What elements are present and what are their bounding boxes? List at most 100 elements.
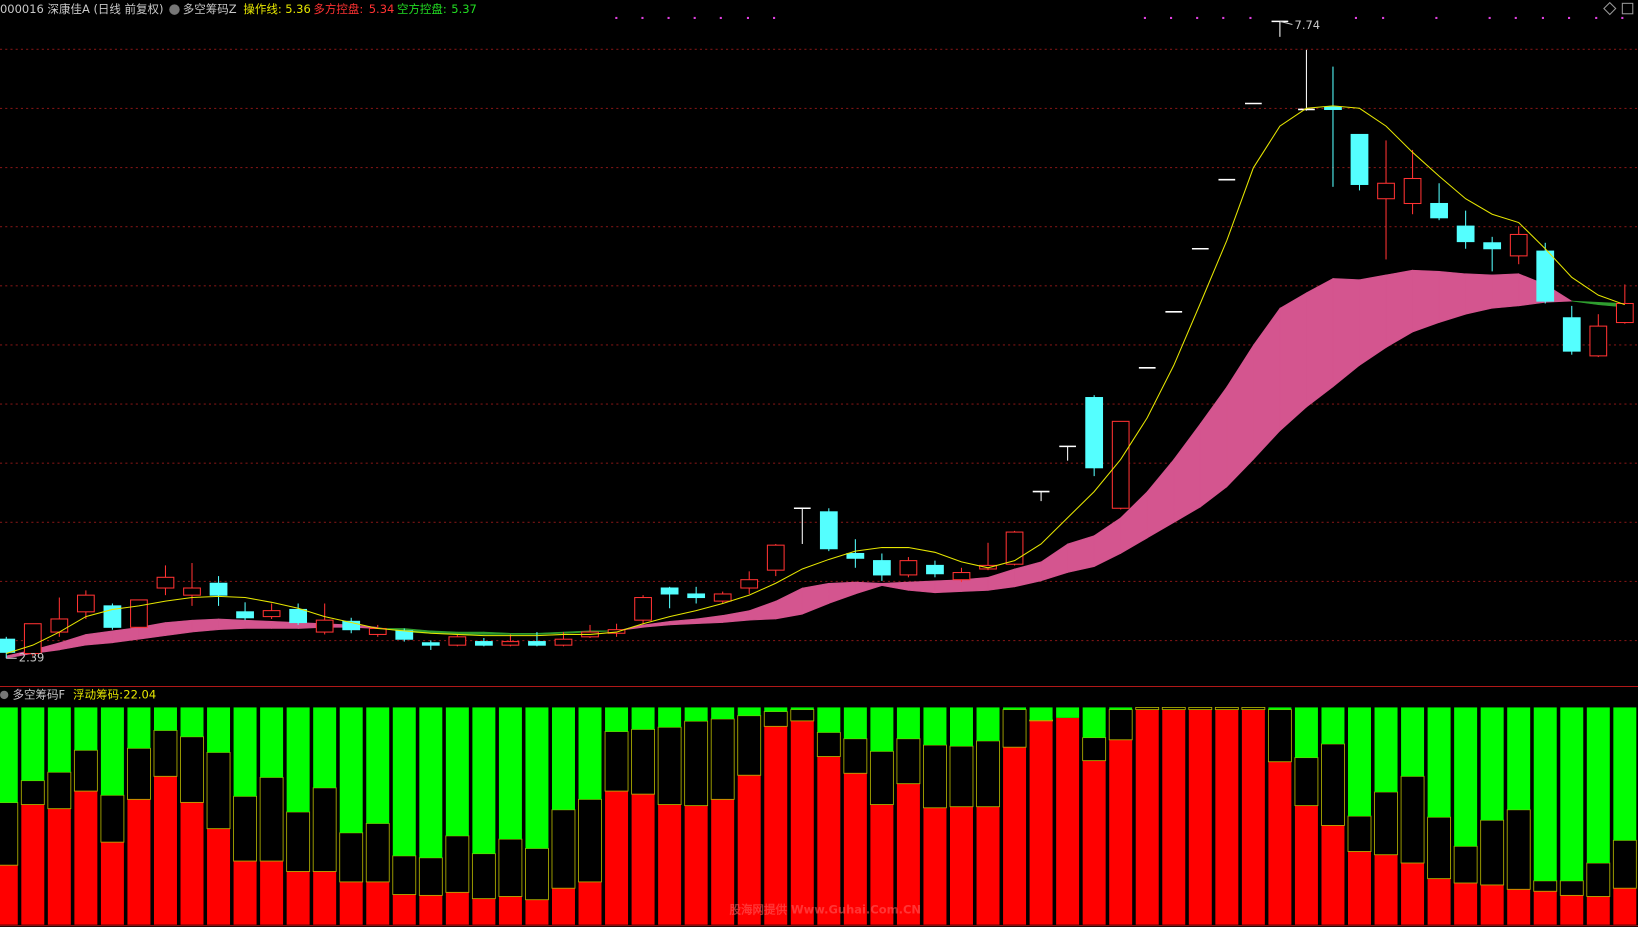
chip-bar bbox=[1533, 707, 1557, 881]
signal-dot bbox=[1568, 16, 1571, 20]
chip-bar bbox=[763, 711, 788, 727]
chip-bar bbox=[73, 749, 98, 792]
candle-body bbox=[607, 629, 626, 634]
window-button[interactable] bbox=[1603, 1, 1617, 16]
chip-bar bbox=[47, 808, 71, 925]
candle-body bbox=[50, 618, 69, 633]
control-band bbox=[218, 618, 246, 631]
signal-dot bbox=[1488, 16, 1491, 20]
candle-body bbox=[103, 605, 122, 628]
candle-body bbox=[0, 638, 16, 653]
chip-bar bbox=[471, 853, 496, 900]
chip-bar bbox=[207, 707, 231, 753]
chip-bar bbox=[1241, 707, 1266, 711]
candle-body bbox=[421, 642, 440, 646]
chip-bar bbox=[1241, 709, 1265, 925]
chip-bar bbox=[1454, 707, 1478, 847]
chip-bar bbox=[100, 842, 124, 925]
chip-bar bbox=[1613, 707, 1637, 841]
candle-body bbox=[926, 564, 944, 575]
chip-bar bbox=[498, 707, 522, 840]
candle-body bbox=[1324, 106, 1342, 110]
signal-dot bbox=[1435, 16, 1438, 20]
chip-bar bbox=[233, 861, 257, 925]
candle-body bbox=[156, 576, 175, 589]
chip-bar bbox=[1267, 709, 1292, 763]
chip-bar bbox=[127, 799, 151, 925]
chip-bar bbox=[817, 756, 841, 925]
chip-bar bbox=[366, 881, 390, 925]
candle-body bbox=[1403, 177, 1422, 205]
indicator-name: 多空筹码F bbox=[13, 687, 66, 701]
chip-bar bbox=[711, 799, 735, 925]
indicator-icon[interactable] bbox=[169, 4, 180, 15]
chip-bar bbox=[1559, 880, 1584, 896]
legend-value: 5.34 bbox=[369, 2, 395, 16]
max-label: 7.74 bbox=[1295, 18, 1321, 32]
signal-dot bbox=[1382, 16, 1385, 20]
chip-bar bbox=[684, 720, 709, 807]
chip-bar bbox=[1268, 707, 1292, 710]
chip-bar bbox=[418, 857, 443, 896]
candle-body bbox=[660, 587, 679, 595]
chip-bar bbox=[180, 802, 204, 925]
chip-bar bbox=[817, 707, 841, 733]
candle-body bbox=[474, 641, 493, 646]
chip-bar bbox=[976, 740, 1000, 808]
chip-bar bbox=[949, 745, 974, 808]
candle-body bbox=[952, 572, 971, 581]
candle-body bbox=[130, 599, 148, 628]
window-button[interactable] bbox=[1621, 2, 1634, 15]
signal-dot bbox=[1170, 16, 1173, 20]
candle-body bbox=[1589, 325, 1608, 357]
candle-body bbox=[634, 597, 652, 621]
signal-dot bbox=[1514, 16, 1517, 20]
chip-bar bbox=[1480, 819, 1505, 886]
chip-bar bbox=[127, 707, 151, 749]
chip-bar bbox=[578, 798, 602, 883]
chip-bar bbox=[1214, 707, 1239, 711]
chip-bar bbox=[1268, 761, 1292, 925]
chip-bar bbox=[339, 707, 363, 833]
chip-bar bbox=[206, 751, 231, 830]
chip-bar bbox=[578, 881, 602, 925]
chip-bar bbox=[658, 804, 682, 925]
chip-bar bbox=[1427, 878, 1451, 925]
chip-bar bbox=[0, 865, 18, 925]
candle-body bbox=[1005, 531, 1024, 565]
candle-body bbox=[554, 638, 573, 646]
chip-bar bbox=[551, 809, 576, 889]
candle-body bbox=[395, 630, 414, 640]
chip-bar bbox=[392, 707, 416, 856]
chip-bar bbox=[366, 707, 390, 824]
chip-bar bbox=[21, 804, 45, 925]
candle-body bbox=[23, 623, 42, 655]
chip-bar bbox=[0, 707, 18, 803]
chip-bar bbox=[472, 707, 496, 854]
chip-bar bbox=[1612, 839, 1637, 889]
chip-bar bbox=[525, 848, 549, 901]
chip-bar bbox=[1294, 707, 1318, 758]
chip-bar bbox=[1056, 717, 1080, 925]
signal-dot bbox=[641, 16, 644, 20]
candle-body bbox=[528, 641, 546, 646]
candle-body bbox=[1562, 317, 1581, 352]
chip-bar bbox=[1454, 882, 1478, 925]
chip-bar bbox=[74, 707, 98, 751]
chip-bar bbox=[1401, 863, 1425, 925]
chip-bar bbox=[47, 707, 71, 773]
chip-bar bbox=[1480, 707, 1504, 821]
chip-bar bbox=[657, 726, 682, 805]
candle-body bbox=[899, 560, 918, 576]
chip-bar bbox=[764, 726, 788, 925]
candle-body bbox=[1085, 397, 1104, 469]
chip-bar bbox=[207, 828, 231, 925]
candle-body bbox=[183, 587, 201, 596]
indicator-icon[interactable] bbox=[0, 690, 9, 700]
chip-bar bbox=[1108, 709, 1133, 741]
candle-body bbox=[289, 608, 308, 624]
chip-bar bbox=[1506, 809, 1531, 890]
signal-dot bbox=[667, 16, 670, 20]
chip-bar bbox=[896, 783, 920, 925]
